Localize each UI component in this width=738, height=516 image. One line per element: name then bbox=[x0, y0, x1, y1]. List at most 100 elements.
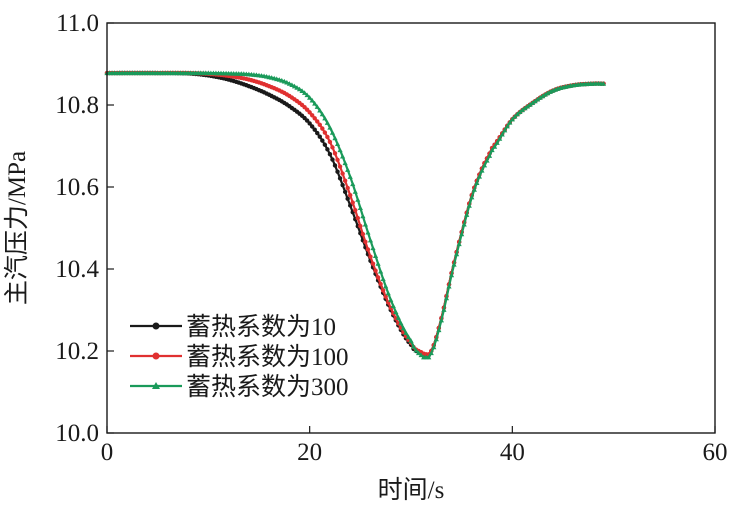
data-point bbox=[291, 83, 298, 89]
data-point bbox=[332, 151, 338, 156]
data-point bbox=[403, 330, 409, 335]
data-point bbox=[294, 85, 300, 90]
data-point bbox=[532, 98, 538, 104]
data-point bbox=[315, 130, 320, 136]
data-point bbox=[388, 297, 394, 302]
legend-item-2: 蓄热系数为100 bbox=[130, 343, 349, 371]
data-point bbox=[471, 187, 477, 192]
data-point bbox=[337, 147, 343, 153]
data-point bbox=[304, 92, 310, 98]
data-point bbox=[315, 119, 320, 124]
data-point bbox=[416, 350, 422, 356]
legend-label: 蓄热系数为10 bbox=[186, 313, 336, 341]
data-point bbox=[524, 103, 531, 109]
x-axis-title: 时间/s bbox=[378, 476, 445, 504]
x-tick-label: 20 bbox=[297, 439, 322, 466]
data-point bbox=[464, 212, 470, 217]
data-point bbox=[340, 171, 345, 176]
data-point bbox=[314, 104, 320, 109]
data-point bbox=[502, 127, 508, 133]
data-point bbox=[410, 343, 417, 349]
data-point bbox=[337, 176, 343, 181]
data-point bbox=[360, 213, 366, 219]
data-point bbox=[345, 185, 350, 191]
data-point bbox=[317, 134, 322, 139]
data-point bbox=[479, 168, 485, 173]
data-point bbox=[527, 102, 533, 107]
data-point bbox=[380, 276, 386, 282]
series-line bbox=[107, 71, 604, 357]
series-line bbox=[107, 71, 604, 359]
data-point bbox=[345, 167, 351, 172]
y-tick-label: 11.0 bbox=[56, 10, 99, 37]
data-point bbox=[319, 111, 325, 117]
data-point bbox=[469, 194, 475, 200]
data-point bbox=[481, 162, 488, 168]
data-point bbox=[398, 320, 404, 326]
data-point bbox=[476, 173, 482, 179]
data-point bbox=[289, 82, 295, 88]
data-point bbox=[332, 135, 338, 141]
data-point bbox=[385, 290, 391, 296]
data-point bbox=[322, 115, 328, 121]
x-tick-label: 60 bbox=[703, 439, 728, 466]
y-axis-title: 主汽压力/MPa bbox=[3, 151, 31, 305]
data-point bbox=[312, 127, 317, 132]
data-point bbox=[517, 109, 523, 115]
data-point bbox=[507, 119, 513, 125]
data-point bbox=[438, 317, 444, 323]
data-point bbox=[405, 334, 412, 340]
data-point bbox=[545, 90, 551, 96]
data-point bbox=[353, 208, 358, 213]
data-point bbox=[310, 124, 315, 129]
legend-label: 蓄热系数为100 bbox=[186, 343, 349, 371]
data-point bbox=[375, 275, 381, 280]
data-point bbox=[302, 90, 308, 95]
data-point bbox=[368, 254, 373, 259]
data-point bbox=[497, 136, 503, 141]
data-point bbox=[393, 309, 399, 315]
legend-marker bbox=[152, 322, 160, 330]
data-point bbox=[484, 158, 490, 163]
data-point bbox=[428, 350, 434, 356]
data-point bbox=[358, 223, 363, 229]
data-point bbox=[383, 294, 388, 299]
data-point bbox=[350, 200, 355, 205]
data-point bbox=[492, 144, 498, 149]
data-point bbox=[486, 153, 493, 158]
data-point bbox=[441, 307, 447, 312]
data-point bbox=[324, 120, 330, 125]
data-point bbox=[522, 105, 528, 111]
data-point bbox=[309, 97, 315, 103]
data-point bbox=[307, 110, 312, 115]
data-point bbox=[383, 283, 389, 289]
data-point bbox=[509, 116, 515, 122]
data-point bbox=[372, 253, 379, 258]
data-point bbox=[340, 182, 345, 188]
data-point bbox=[329, 130, 336, 135]
data-point bbox=[466, 203, 472, 208]
x-tick-label: 40 bbox=[500, 439, 525, 466]
data-point bbox=[537, 95, 543, 100]
data-point bbox=[448, 272, 455, 278]
data-point bbox=[446, 283, 452, 289]
data-point bbox=[299, 88, 305, 93]
legend-item-3: 蓄热系数为300 bbox=[130, 373, 349, 401]
data-point bbox=[540, 93, 546, 99]
data-point bbox=[512, 113, 518, 119]
data-point bbox=[426, 354, 432, 360]
data-point bbox=[312, 116, 317, 121]
data-point bbox=[322, 142, 328, 147]
data-point bbox=[342, 178, 348, 183]
y-tick-label: 10.2 bbox=[55, 338, 99, 365]
data-point bbox=[363, 239, 368, 245]
series-layer bbox=[104, 70, 607, 360]
data-point bbox=[325, 134, 330, 140]
data-point bbox=[327, 124, 333, 130]
data-point bbox=[335, 157, 340, 162]
data-point bbox=[459, 231, 465, 237]
data-point bbox=[418, 352, 424, 358]
data-point bbox=[370, 261, 376, 266]
